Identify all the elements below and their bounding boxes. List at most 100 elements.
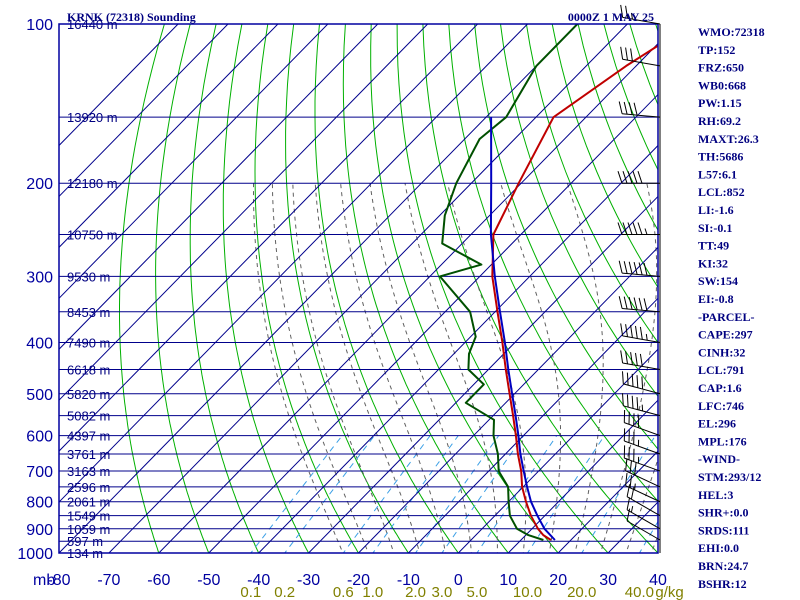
height-label: 5820 m bbox=[67, 387, 110, 402]
height-label: 8453 m bbox=[67, 305, 110, 320]
dry-adiabat bbox=[474, 24, 658, 450]
index-entry: RH:69.2 bbox=[698, 114, 741, 128]
mixing-ratio-line bbox=[342, 435, 431, 553]
mixing-ratio-label: 3.0 bbox=[431, 584, 452, 600]
height-label: 12180 m bbox=[67, 176, 118, 191]
wind-barb-feather bbox=[623, 101, 628, 115]
index-entry: LI:-1.6 bbox=[698, 203, 734, 217]
isotherm bbox=[59, 24, 429, 401]
index-entry: PW:1.15 bbox=[698, 96, 742, 110]
height-label: 9530 m bbox=[67, 269, 110, 284]
wind-barb-feather bbox=[629, 460, 632, 474]
wind-barb-staff bbox=[625, 470, 661, 488]
isotherm bbox=[59, 24, 578, 553]
wind-barb-staff bbox=[622, 308, 661, 313]
dry-adiabat bbox=[222, 24, 310, 553]
isotherm bbox=[59, 24, 179, 147]
index-entry: STM:293/12 bbox=[698, 470, 761, 484]
wind-barb-feather bbox=[622, 393, 624, 406]
wind-barb-feather bbox=[620, 323, 624, 336]
wind-barb-feather bbox=[634, 462, 637, 476]
moist-adiabat bbox=[566, 183, 604, 553]
wind-barb-feather bbox=[627, 171, 633, 184]
isotherm bbox=[358, 246, 658, 553]
wind-barb-half-feather bbox=[645, 333, 648, 341]
wind-barb bbox=[620, 46, 661, 67]
wind-barb-staff bbox=[624, 457, 661, 472]
plot-frame bbox=[58, 23, 659, 554]
mixing-ratio-line bbox=[526, 435, 605, 553]
wind-barb-staff bbox=[622, 272, 661, 277]
mixing-ratio-line bbox=[441, 435, 525, 553]
temperature-tick-label: -50 bbox=[197, 572, 220, 589]
height-label: 7490 m bbox=[67, 336, 110, 351]
wind-barb-feather bbox=[633, 297, 638, 310]
dry-adiabat bbox=[119, 24, 165, 553]
mixing-ratio-label: 5.0 bbox=[466, 584, 487, 600]
dry-adiabat bbox=[155, 24, 210, 553]
temperature-tick-label: 40 bbox=[649, 572, 667, 589]
temperature-tick-label: -60 bbox=[147, 572, 170, 589]
wind-barb-feather bbox=[643, 298, 648, 311]
pressure-tick-label: 1000 bbox=[17, 546, 53, 563]
index-entry: TT:49 bbox=[698, 239, 729, 253]
sounding-time: 0000Z 1 MAY 25 bbox=[568, 10, 654, 24]
wind-barb bbox=[618, 296, 661, 313]
wind-barb-staff bbox=[622, 16, 661, 25]
wind-barb bbox=[625, 458, 661, 488]
moist-adiabat bbox=[500, 183, 561, 553]
index-entry: LCL:852 bbox=[698, 185, 745, 199]
wind-barb-staff bbox=[623, 405, 661, 417]
temperature-tick-label: 20 bbox=[549, 572, 567, 589]
index-entry: MPL:176 bbox=[698, 434, 747, 448]
wind-barb-feather bbox=[625, 351, 628, 364]
mixing-ratio-label: 2.0 bbox=[405, 584, 426, 600]
isotherm bbox=[59, 24, 528, 503]
pressure-tick-label: 400 bbox=[26, 336, 53, 353]
pressure-tick-label: 200 bbox=[26, 176, 53, 193]
wind-barb-feather bbox=[639, 326, 643, 340]
mixing-ratio-label: 20.0 bbox=[567, 584, 596, 600]
isotherm bbox=[408, 297, 658, 553]
isotherm bbox=[59, 24, 229, 198]
wind-barb-feather bbox=[641, 376, 644, 390]
wind-barb bbox=[622, 371, 661, 395]
wind-barb-feather bbox=[622, 371, 624, 384]
wind-barb bbox=[620, 323, 661, 343]
wind-barb-feather bbox=[622, 222, 628, 235]
wind-barb-staff bbox=[625, 485, 661, 503]
height-label: 5082 m bbox=[67, 409, 110, 424]
wind-barb-feather bbox=[631, 395, 634, 409]
index-entry: BRN:24.7 bbox=[698, 559, 748, 573]
index-entry: WB0:668 bbox=[698, 78, 746, 92]
wind-barb-feather bbox=[626, 484, 631, 497]
index-entry: HEL:3 bbox=[698, 488, 733, 502]
mixing-ratio-line bbox=[250, 435, 343, 553]
wind-barb-feather bbox=[630, 352, 633, 365]
height-label: 10750 m bbox=[67, 228, 118, 243]
temperature-tick-label: -70 bbox=[97, 572, 120, 589]
index-entry: SW:154 bbox=[698, 274, 738, 288]
wind-barb-feather bbox=[625, 5, 628, 19]
height-label: 597 m bbox=[67, 534, 103, 549]
wind-barb bbox=[617, 171, 661, 184]
index-entry: FRZ:650 bbox=[698, 61, 744, 75]
wind-barb-feather bbox=[636, 375, 639, 388]
wind-barb-feather bbox=[618, 296, 623, 309]
mixing-ratio-label: 0.6 bbox=[333, 584, 354, 600]
wind-barb bbox=[617, 222, 661, 236]
height-label: 13920 m bbox=[67, 110, 118, 125]
wind-barb-feather bbox=[627, 222, 633, 235]
wind-barb-feather bbox=[635, 352, 638, 366]
wind-barb-feather bbox=[638, 262, 643, 275]
dry-adiabat bbox=[759, 24, 800, 564]
wind-barb bbox=[622, 393, 661, 417]
height-label: 2596 m bbox=[67, 480, 110, 495]
temperature-tick-label: -30 bbox=[297, 572, 320, 589]
wind-barb-half-feather bbox=[634, 483, 636, 490]
index-entry: LCL:791 bbox=[698, 363, 745, 377]
mixing-ratio-label: 40.0 bbox=[625, 584, 654, 600]
dry-adiabat bbox=[342, 24, 509, 553]
